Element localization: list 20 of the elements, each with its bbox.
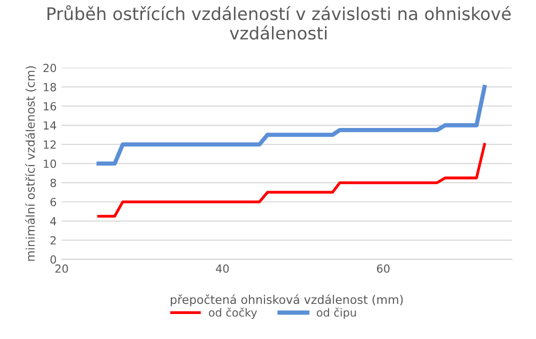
legend-label: od čipu: [316, 308, 356, 319]
y-tick-label: 10: [44, 160, 56, 168]
y-tick-label: 18: [44, 82, 56, 92]
y-tick-label: 0: [50, 255, 56, 264]
y-tick-label: 8: [50, 178, 56, 188]
y-tick-label: 14: [44, 121, 56, 130]
y-tick-label: 6: [50, 198, 56, 206]
y-tick-label: 20: [43, 64, 56, 72]
line-series: [96, 84, 487, 166]
y-tick-label: 16: [44, 102, 56, 110]
line-series: [97, 143, 486, 218]
y-axis-title: minimální ostřící vzdálenost (cm): [25, 66, 36, 261]
x-axis-title: přepočtená ohnisková vzdálenost (mm): [170, 294, 403, 306]
y-tick-label: 4: [50, 217, 56, 226]
x-tick-label: 60: [376, 264, 390, 273]
x-tick-label: 40: [216, 264, 229, 273]
y-tick-label: 12: [44, 140, 56, 149]
legend-label: od čočky: [208, 308, 257, 319]
y-tick-label: 2: [50, 236, 56, 244]
chart-title: Průběh ostřících vzdáleností v závislosti na ohniskové vzdálenosti: [48, 5, 511, 40]
